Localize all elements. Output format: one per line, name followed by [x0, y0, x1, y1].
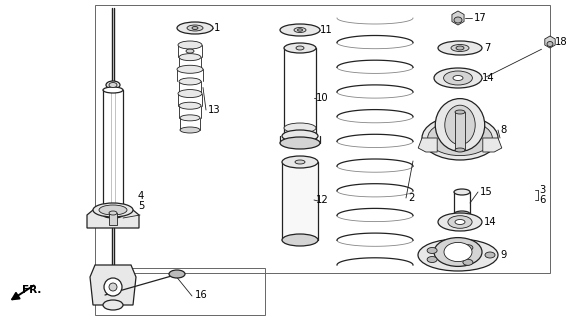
Ellipse shape: [282, 156, 318, 168]
Ellipse shape: [104, 278, 122, 296]
Bar: [109, 213, 117, 225]
Ellipse shape: [448, 216, 472, 228]
Ellipse shape: [109, 83, 117, 87]
Text: 17: 17: [474, 13, 486, 23]
Ellipse shape: [294, 28, 306, 33]
Ellipse shape: [438, 41, 482, 55]
Ellipse shape: [463, 259, 473, 265]
Ellipse shape: [428, 120, 492, 156]
Ellipse shape: [282, 130, 318, 142]
Text: 16: 16: [195, 290, 208, 300]
Ellipse shape: [192, 27, 198, 29]
Ellipse shape: [179, 102, 201, 109]
Ellipse shape: [106, 81, 120, 89]
Ellipse shape: [109, 283, 117, 291]
Ellipse shape: [295, 160, 305, 164]
Ellipse shape: [455, 220, 465, 225]
Ellipse shape: [180, 127, 200, 133]
Ellipse shape: [444, 71, 472, 85]
Ellipse shape: [186, 49, 194, 53]
Text: 14: 14: [484, 217, 497, 227]
Text: 12: 12: [316, 195, 329, 205]
Ellipse shape: [435, 99, 485, 151]
Ellipse shape: [99, 205, 127, 215]
Text: 6: 6: [539, 195, 545, 205]
Ellipse shape: [280, 137, 320, 149]
Ellipse shape: [179, 54, 201, 61]
Ellipse shape: [434, 237, 482, 266]
Ellipse shape: [434, 68, 482, 88]
Ellipse shape: [103, 87, 123, 93]
Ellipse shape: [427, 247, 437, 253]
Text: 18: 18: [555, 37, 568, 47]
Text: 3: 3: [539, 185, 545, 195]
Polygon shape: [418, 138, 437, 152]
Ellipse shape: [454, 17, 462, 23]
Text: 9: 9: [500, 250, 506, 260]
Ellipse shape: [454, 189, 470, 195]
Ellipse shape: [298, 29, 303, 31]
Text: 15: 15: [480, 187, 493, 197]
Ellipse shape: [109, 211, 117, 215]
Ellipse shape: [453, 76, 463, 81]
Bar: [95, 268, 265, 315]
Ellipse shape: [463, 245, 473, 251]
Text: 8: 8: [500, 125, 506, 135]
Ellipse shape: [187, 25, 203, 31]
Bar: [282, 162, 318, 240]
Polygon shape: [483, 138, 502, 152]
Ellipse shape: [284, 43, 316, 53]
Text: 5: 5: [138, 201, 145, 211]
Ellipse shape: [179, 78, 201, 85]
Ellipse shape: [418, 239, 498, 271]
Text: FR.: FR.: [22, 285, 42, 295]
Ellipse shape: [296, 46, 304, 50]
Ellipse shape: [93, 203, 133, 217]
Text: 1: 1: [214, 23, 220, 33]
Bar: [95, 5, 550, 273]
Ellipse shape: [456, 46, 464, 50]
Ellipse shape: [280, 24, 320, 36]
Text: 13: 13: [208, 105, 221, 115]
Ellipse shape: [282, 234, 318, 246]
Ellipse shape: [454, 211, 470, 217]
Ellipse shape: [547, 42, 553, 46]
Ellipse shape: [445, 105, 475, 145]
Polygon shape: [90, 265, 136, 305]
Ellipse shape: [178, 41, 202, 49]
Ellipse shape: [180, 115, 200, 121]
Ellipse shape: [455, 110, 465, 114]
Text: 14: 14: [482, 73, 494, 83]
Ellipse shape: [427, 257, 437, 262]
Ellipse shape: [284, 123, 316, 133]
Ellipse shape: [422, 116, 498, 160]
Text: 11: 11: [320, 25, 333, 35]
Ellipse shape: [455, 148, 465, 152]
Polygon shape: [87, 210, 139, 228]
Ellipse shape: [103, 300, 123, 310]
Ellipse shape: [178, 90, 202, 98]
Ellipse shape: [177, 22, 213, 34]
Ellipse shape: [485, 252, 495, 258]
Bar: [455, 112, 465, 150]
Text: 10: 10: [316, 93, 329, 103]
Text: 7: 7: [484, 43, 490, 53]
Ellipse shape: [451, 44, 469, 52]
Polygon shape: [452, 11, 464, 25]
Text: 4: 4: [138, 191, 145, 201]
Ellipse shape: [444, 243, 472, 262]
Ellipse shape: [169, 270, 185, 278]
Ellipse shape: [103, 212, 123, 218]
Ellipse shape: [177, 65, 203, 73]
Ellipse shape: [438, 213, 482, 231]
Polygon shape: [545, 36, 555, 48]
Text: 2: 2: [408, 193, 414, 203]
